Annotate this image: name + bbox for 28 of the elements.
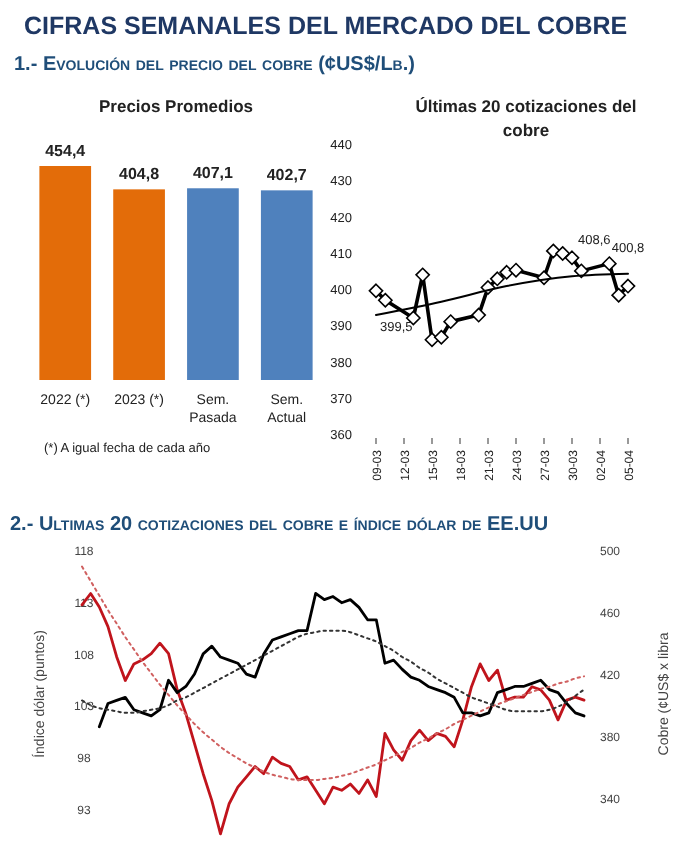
text: CIFRAS SEMANALES DEL MERCADO DEL COBRE [24, 12, 628, 40]
line-series [97, 592, 586, 729]
bar [260, 190, 313, 380]
data-label: 404,8 [119, 165, 161, 184]
text: 1.- Evolución del precio del cobre (¢US$/Lb.) [14, 54, 415, 76]
point [471, 307, 487, 323]
chart-title: Últimas 20 cotizaciones del cobre [415, 96, 637, 140]
point [611, 287, 627, 303]
point [433, 329, 449, 345]
point [489, 271, 505, 287]
data-label: 407,1 [192, 164, 235, 183]
data-label: 454,4 [45, 142, 87, 160]
point [443, 314, 459, 330]
chart-title: Precios Promedios [98, 96, 254, 116]
point [564, 250, 580, 266]
point [555, 246, 571, 261]
point [415, 267, 431, 283]
bar [113, 189, 165, 380]
point [545, 243, 561, 259]
point [620, 278, 636, 294]
chart-title: 2.- Ultimas 20 cotizaciones del cobre e índice dólar de EE.UU [10, 514, 549, 536]
bar [187, 188, 239, 380]
bar [39, 166, 92, 380]
data-label: 402,7 [266, 166, 308, 185]
point [368, 283, 384, 299]
point [377, 292, 393, 308]
point [601, 256, 617, 272]
point [508, 262, 524, 278]
